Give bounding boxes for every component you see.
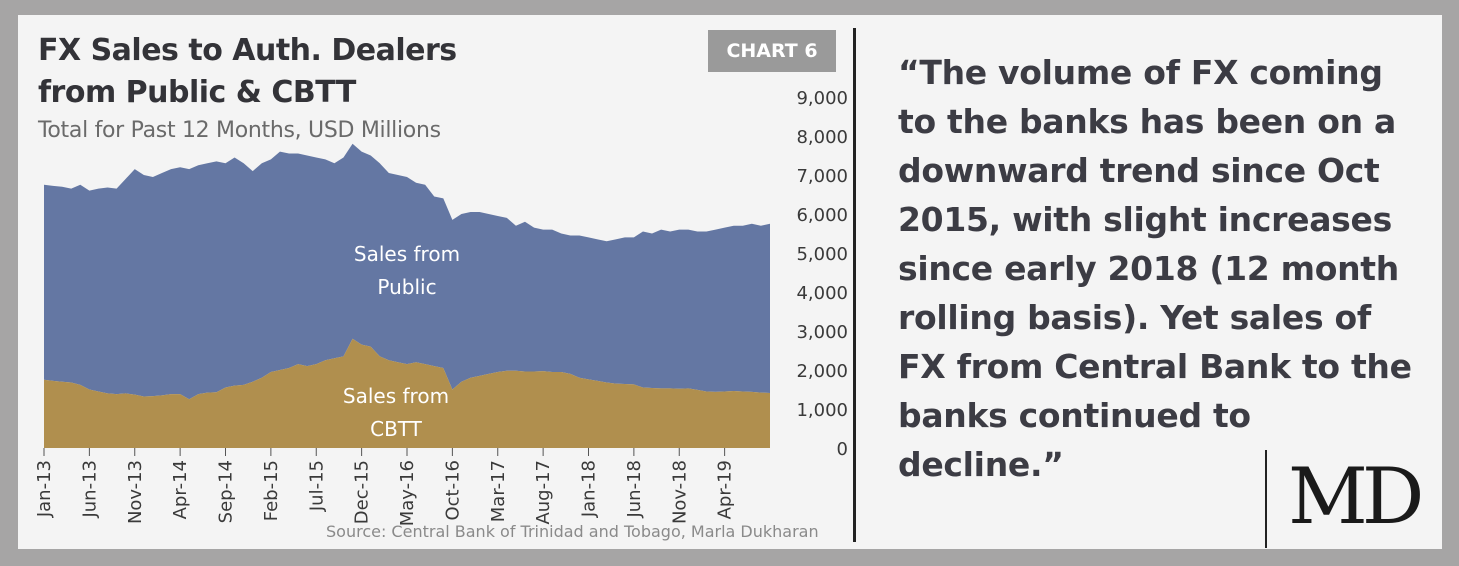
- series-labels: Sales from Public Sales from CBTT: [343, 242, 460, 441]
- vertical-divider: [853, 28, 856, 542]
- x-tick-label: Nov-13: [125, 460, 146, 524]
- x-tick-label: Jun-13: [79, 460, 100, 519]
- series-label-cbtt-line2: CBTT: [370, 417, 423, 441]
- y-tick-label: 3,000: [796, 322, 848, 343]
- y-axis-ticks: 0 1,000 2,000 3,000 4,000 5,000 6,000 7,000 8,00…: [796, 88, 848, 460]
- x-tick-label: Nov-18: [669, 460, 690, 524]
- pull-quote: “The volume of FX coming to the banks ha…: [898, 53, 1412, 484]
- chart-title-line1: FX Sales to Auth. Dealers: [38, 33, 457, 68]
- y-tick-label: 8,000: [796, 127, 848, 148]
- logo-divider: [1265, 450, 1267, 548]
- y-tick-label: 6,000: [796, 205, 848, 226]
- series-area-public: [44, 143, 770, 400]
- x-tick-label: Jan-18: [579, 460, 600, 518]
- source-note: Source: Central Bank of Trinidad and Tob…: [326, 522, 819, 541]
- x-tick-label: Apr-19: [715, 460, 736, 519]
- x-tick-label: Jul-15: [306, 460, 327, 512]
- chart-title-line2: from Public & CBTT: [38, 75, 356, 110]
- series-area-cbtt: [44, 338, 770, 448]
- x-tick-label: Oct-16: [442, 460, 463, 521]
- y-tick-label: 4,000: [796, 283, 848, 304]
- chart-areas: [44, 143, 770, 448]
- x-tick-label: Jan-13: [34, 460, 55, 518]
- x-tick-label: Aug-17: [533, 460, 554, 525]
- x-tick-label: Sep-14: [216, 460, 237, 523]
- y-tick-label: 7,000: [796, 166, 848, 187]
- md-logo: MD: [1288, 452, 1424, 542]
- series-label-public-line1: Sales from: [354, 242, 460, 266]
- x-tick-label: Feb-15: [261, 460, 282, 521]
- chart-number-tag: CHART 6: [708, 30, 836, 72]
- chart-title: FX Sales to Auth. Dealers from Public & …: [38, 30, 558, 114]
- y-tick-label: 5,000: [796, 244, 848, 265]
- series-label-public-line2: Public: [377, 275, 436, 299]
- chart-subtitle: Total for Past 12 Months, USD Millions: [38, 118, 441, 143]
- x-axis-ticks: Jan-13 Jun-13 Nov-13 Apr-14 Sep-14 Feb-15 Jul-…: [34, 448, 736, 526]
- y-tick-label: 2,000: [796, 361, 848, 382]
- x-tick-label: Dec-15: [352, 460, 373, 524]
- x-tick-label: May-16: [397, 460, 418, 526]
- x-tick-label: Jun-18: [624, 460, 645, 519]
- x-tick-label: Mar-17: [488, 460, 509, 522]
- y-tick-label: 1,000: [796, 400, 848, 421]
- x-tick-label: Apr-14: [170, 460, 191, 519]
- series-label-cbtt-line1: Sales from: [343, 384, 449, 408]
- y-tick-label: 9,000: [796, 88, 848, 109]
- y-tick-label: 0: [837, 439, 848, 460]
